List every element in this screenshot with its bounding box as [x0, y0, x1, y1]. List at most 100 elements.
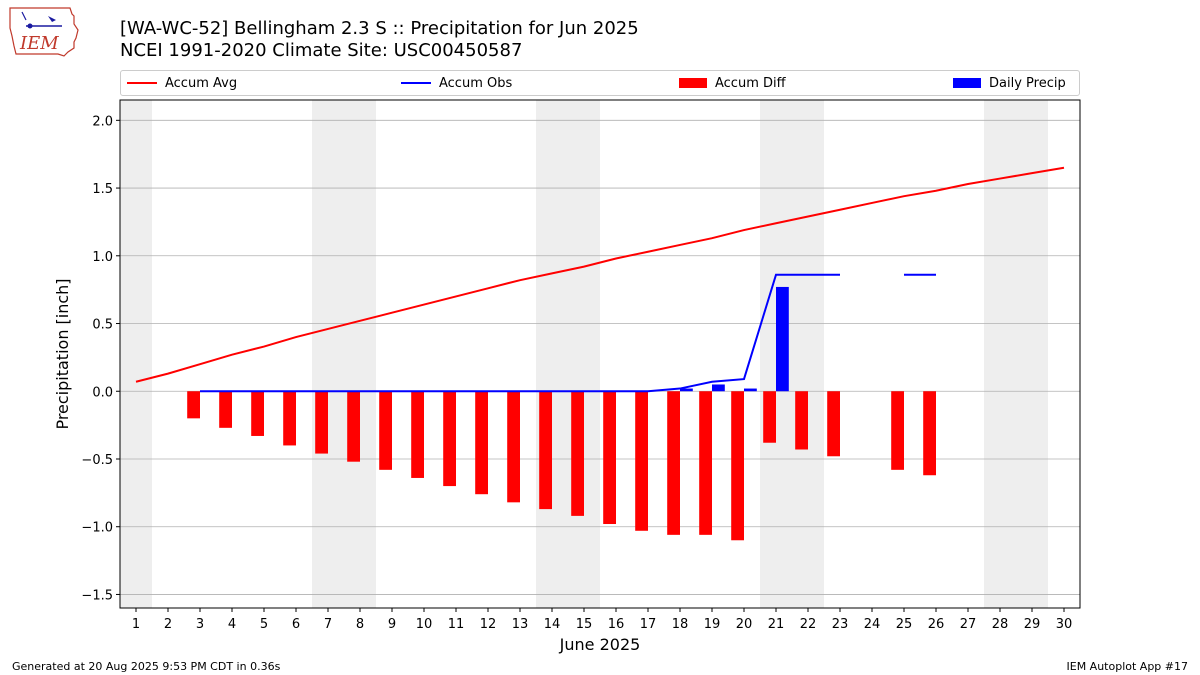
- y-tick-label: 1.0: [92, 250, 113, 265]
- x-tick-label: 11: [448, 617, 465, 632]
- legend-swatch-accum-obs: [401, 82, 431, 84]
- x-tick-label: 3: [196, 617, 204, 632]
- accum-diff-bar: [699, 391, 712, 535]
- legend-label-accum-avg: Accum Avg: [165, 75, 238, 91]
- daily-precip-bar: [680, 388, 693, 392]
- x-tick-label: 12: [480, 617, 497, 632]
- y-tick-label: 2.0: [92, 114, 113, 129]
- x-tick-label: 19: [704, 617, 721, 632]
- legend-item-daily-precip: Daily Precip: [953, 71, 1066, 95]
- chart-title: [WA-WC-52] Bellingham 2.3 S :: Precipita…: [120, 18, 639, 39]
- x-tick-label: 2: [164, 617, 172, 632]
- accum-diff-bar: [603, 391, 616, 525]
- app-credit: IEM Autoplot App #17: [1066, 660, 1189, 673]
- accum-diff-bar: [219, 391, 232, 428]
- accum-diff-bar: [763, 391, 776, 443]
- x-axis-label: June 2025: [559, 635, 641, 654]
- weekend-shade-4: [984, 100, 1048, 608]
- iem-logo: IEM: [8, 6, 82, 60]
- x-tick-label: 16: [608, 617, 625, 632]
- accum-diff-bar: [891, 391, 904, 470]
- daily-precip-bar: [744, 388, 757, 392]
- legend-label-accum-diff: Accum Diff: [715, 75, 786, 91]
- x-tick-label: 28: [992, 617, 1009, 632]
- x-tick-label: 6: [292, 617, 300, 632]
- x-tick-label: 30: [1056, 617, 1073, 632]
- x-tick-label: 9: [388, 617, 396, 632]
- accum-diff-bar: [827, 391, 840, 457]
- y-tick-label: −1.0: [81, 521, 113, 536]
- accum-diff-bar: [283, 391, 296, 446]
- axes: [119, 99, 1081, 609]
- x-tick-label: 22: [800, 617, 817, 632]
- accum-diff-bar: [379, 391, 392, 470]
- x-tick-label: 1: [132, 617, 140, 632]
- accum-diff-bar: [507, 391, 520, 503]
- accum-diff-bar: [411, 391, 424, 478]
- lines: [135, 166, 1065, 393]
- legend-swatch-daily-precip: [953, 78, 981, 88]
- legend-label-daily-precip: Daily Precip: [989, 75, 1066, 91]
- x-tick-label: 17: [640, 617, 657, 632]
- x-tick-label: 10: [416, 617, 433, 632]
- legend-item-accum-diff: Accum Diff: [679, 71, 786, 95]
- ticks: −1.5−1.0−0.50.00.51.01.52.01 2 3 4 5 6 7 8 9 10 11…: [81, 114, 1072, 632]
- weekend-shade-0: [120, 100, 152, 608]
- weekend-shade-2: [536, 100, 600, 608]
- chart-legend: Accum Avg Accum Obs Accum Diff Daily Pre…: [120, 70, 1080, 96]
- weekend-shade-1: [312, 100, 376, 608]
- accum-diff-bar: [731, 391, 744, 541]
- x-tick-label: 13: [512, 617, 529, 632]
- y-tick-label: −0.5: [81, 453, 113, 468]
- accum-diff-bar: [923, 391, 936, 476]
- accum-diff-bar: [667, 391, 680, 535]
- chart-subtitle: NCEI 1991-2020 Climate Site: USC00450587: [120, 40, 523, 61]
- y-tick-label: −1.5: [81, 588, 113, 603]
- bars: [187, 286, 936, 541]
- accum-diff-bar: [443, 391, 456, 487]
- x-tick-label: 15: [576, 617, 593, 632]
- logo-text: IEM: [19, 33, 59, 54]
- x-tick-label: 14: [544, 617, 561, 632]
- x-tick-label: 8: [356, 617, 364, 632]
- accum-avg-line: [135, 166, 1065, 383]
- weekend-shading: [120, 100, 1048, 608]
- accum-diff-bar: [571, 391, 584, 516]
- y-tick-label: 0.0: [92, 385, 113, 400]
- daily-precip-bar: [712, 384, 725, 392]
- x-tick-label: 25: [896, 617, 913, 632]
- y-tick-label: 0.5: [92, 318, 113, 333]
- accum-diff-bar: [475, 391, 488, 495]
- x-tick-label: 21: [768, 617, 785, 632]
- y-axis-label: Precipitation [inch]: [53, 278, 72, 429]
- accum-diff-bar: [539, 391, 552, 510]
- legend-label-accum-obs: Accum Obs: [439, 75, 513, 91]
- accum-diff-bar: [795, 391, 808, 450]
- x-tick-label: 4: [228, 617, 236, 632]
- x-tick-label: 29: [1024, 617, 1041, 632]
- x-tick-label: 18: [672, 617, 689, 632]
- y-tick-label: 1.5: [92, 182, 113, 197]
- plot-frame: [119, 99, 1081, 609]
- x-tick-label: 26: [928, 617, 945, 632]
- x-tick-label: 5: [260, 617, 268, 632]
- accum-diff-bar: [635, 391, 648, 531]
- accum-diff-bar: [347, 391, 360, 462]
- weekend-shade-3: [760, 100, 824, 608]
- daily-precip-bar: [776, 286, 789, 392]
- generated-timestamp: Generated at 20 Aug 2025 9:53 PM CDT in …: [12, 660, 281, 673]
- x-tick-label: 27: [960, 617, 977, 632]
- legend-swatch-accum-diff: [679, 78, 707, 88]
- x-tick-label: 7: [324, 617, 332, 632]
- x-tick-label: 24: [864, 617, 881, 632]
- accum-diff-bar: [315, 391, 328, 454]
- x-tick-label: 20: [736, 617, 753, 632]
- legend-item-accum-obs: Accum Obs: [401, 71, 512, 95]
- accum-diff-bar: [187, 391, 200, 419]
- legend-item-accum-avg: Accum Avg: [127, 71, 237, 95]
- accum-obs-line: [200, 273, 840, 393]
- legend-swatch-accum-avg: [127, 82, 157, 84]
- x-tick-label: 23: [832, 617, 849, 632]
- accum-diff-bar: [251, 391, 264, 436]
